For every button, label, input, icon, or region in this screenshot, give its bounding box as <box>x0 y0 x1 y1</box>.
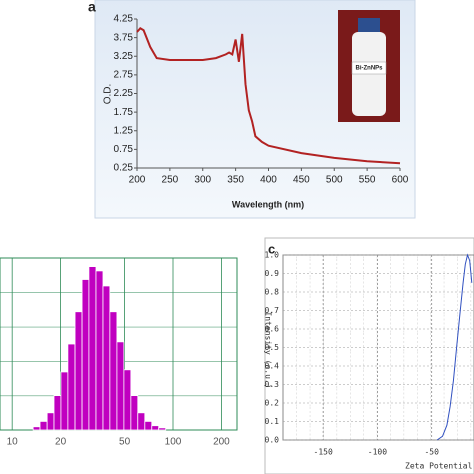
x-tick-label: 200 <box>213 437 230 448</box>
x-tick-label: 300 <box>194 175 211 186</box>
y-tick-label: 3.25 <box>114 51 134 62</box>
x-tick-label: -50 <box>424 448 439 457</box>
panel-c-plot <box>282 254 474 441</box>
x-tick-label: -150 <box>314 448 333 457</box>
bar <box>60 371 69 431</box>
bar <box>158 427 167 431</box>
bar <box>88 266 97 431</box>
y-tick-label: 0.8 <box>265 288 280 297</box>
y-tick-label: 2.25 <box>114 88 134 99</box>
bar <box>95 270 104 431</box>
bar <box>74 311 83 431</box>
x-tick-label: 500 <box>326 175 343 186</box>
inset-photo <box>338 10 400 122</box>
x-axis-label: Zeta Potential (m <box>405 462 474 471</box>
panel-label: a <box>88 0 96 15</box>
x-tick-label: 400 <box>260 175 277 186</box>
x-tick-label: 550 <box>359 175 376 186</box>
bar <box>144 420 153 431</box>
y-axis-label: O.D. <box>103 84 114 105</box>
y-tick-label: 0.7 <box>265 306 280 315</box>
bar <box>81 279 90 431</box>
y-tick-label: 1.25 <box>114 125 134 136</box>
x-tick-label: 250 <box>162 175 179 186</box>
bar <box>67 343 76 431</box>
x-tick-label: 100 <box>165 437 182 448</box>
y-tick-label: 0.4 <box>265 362 280 371</box>
y-tick-label: 1.75 <box>114 107 134 118</box>
y-tick-label: 0.2 <box>265 399 280 408</box>
bar <box>130 395 139 431</box>
bar <box>109 311 118 431</box>
bar <box>102 285 111 431</box>
y-tick-label: 0.0 <box>265 436 280 445</box>
x-tick-label: 20 <box>55 437 67 448</box>
y-tick-label: 0.75 <box>114 144 134 155</box>
bar <box>123 369 132 431</box>
data-line <box>436 253 473 441</box>
y-tick-label: 0.5 <box>265 343 280 352</box>
y-tick-label: 0.6 <box>265 325 280 334</box>
bar <box>46 412 55 431</box>
x-tick-label: 450 <box>293 175 310 186</box>
y-tick-label: 0.3 <box>265 380 280 389</box>
y-tick-label: 2.75 <box>114 70 134 81</box>
bar <box>137 412 146 431</box>
y-tick-label: 1.0 <box>265 251 280 260</box>
y-tick-label: 3.75 <box>114 32 134 43</box>
data-line <box>136 27 401 165</box>
x-axis-label: Wavelength (nm) <box>232 199 304 209</box>
x-tick-label: 600 <box>392 175 409 186</box>
y-tick-label: 4.25 <box>114 14 134 25</box>
x-tick-label: 350 <box>227 175 244 186</box>
y-axis-label: Intensity (a.u.) <box>264 311 273 388</box>
panel-label: c <box>268 241 275 256</box>
y-tick-label: 0.1 <box>265 417 280 426</box>
bar <box>53 395 62 431</box>
x-tick-label: 10 <box>7 437 19 448</box>
x-tick-label: 200 <box>129 175 146 186</box>
bar <box>151 425 160 431</box>
x-tick-label: 50 <box>119 437 131 448</box>
x-tick-label: -100 <box>368 448 387 457</box>
inset-label: Bi-ZnNPs <box>356 66 384 72</box>
bar <box>32 426 41 431</box>
bar <box>116 341 125 431</box>
bar <box>39 420 48 431</box>
y-tick-label: 0.25 <box>114 163 134 174</box>
y-tick-label: 0.9 <box>265 269 280 278</box>
